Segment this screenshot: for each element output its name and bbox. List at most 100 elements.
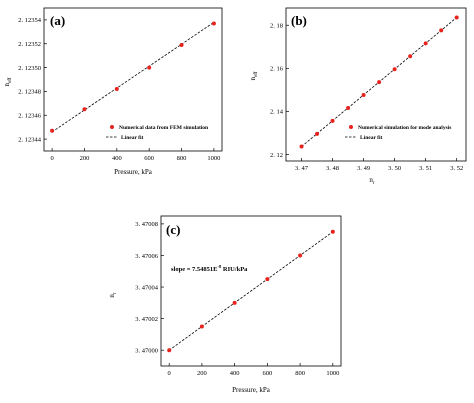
panel-c-x-tick-label: 0	[168, 370, 171, 377]
panel-c-x-tick-label: 400	[230, 370, 240, 377]
panel-c-label: (c)	[166, 222, 180, 237]
panel-b-legend-points-label: Numerical simulation for mode analysis	[358, 125, 451, 131]
panel-b-legend-line-label: Linear fit	[360, 135, 383, 141]
panel-a-y-axis-title: neff	[3, 77, 13, 86]
panel-a-x-tick-label: 1000	[207, 155, 220, 162]
panel-b-data-point	[299, 144, 304, 149]
panel-b-y-axis-title-sub: eff	[254, 71, 259, 77]
panel-b-data-point	[361, 93, 366, 98]
panel-c-data-point	[265, 277, 270, 282]
panel-b-data-point	[423, 41, 428, 46]
panel-b-legend: Numerical simulation for mode analysis L…	[345, 125, 451, 141]
panel-b-legend-point-marker	[349, 125, 353, 129]
panel-c-slope-annotation: slope = 7.54851E-8 RIU/kPa	[171, 264, 248, 273]
panel-c-y-tick-label: 3. 47006	[135, 253, 159, 260]
panel-c-data-point	[232, 300, 237, 305]
panel-c-x-tick-label: 800	[295, 370, 305, 377]
panel-b-x-tick-label: 3. 48	[326, 165, 339, 172]
panel-b-y-axis-title-main: n	[249, 76, 257, 80]
panel-c-x-axis-title: Pressure, kPa	[232, 386, 271, 394]
panel-a-y-tick-label: 2. 12354	[18, 17, 42, 24]
panel-c-slope-annotation-unit: RIU/kPa	[221, 266, 248, 273]
panel-b: (b) 3. 47 3. 48 3. 49 3. 50 3. 51 3. 52 2. 12…	[249, 7, 467, 186]
panel-a-y-axis-title-sub: eff	[8, 77, 13, 83]
panel-c-x-tick-label: 600	[262, 370, 272, 377]
panel-c-slope-annotation-exp: -8	[218, 264, 222, 269]
panel-b-y-axis-title: neff	[249, 71, 259, 80]
panel-c-data-point	[199, 324, 204, 329]
panel-a-legend-point-marker	[110, 125, 114, 129]
panel-a-legend-line-label: Linear fit	[121, 135, 144, 141]
panel-b-x-tick-label: 3. 49	[357, 165, 370, 172]
panel-b-data-point	[392, 67, 397, 72]
panel-c-y-axis-title: nr	[108, 292, 118, 298]
panel-a-x-tick-label: 0	[50, 155, 53, 162]
panel-a-y-tick-label: 2. 12346	[18, 113, 42, 120]
panel-a-y-tick-label: 2. 12344	[18, 136, 42, 143]
panel-b-data-point	[408, 54, 413, 59]
panel-b-y-tick-label: 2. 16	[270, 66, 284, 73]
panel-a-legend-points-label: Numerical data from FEM simulation	[119, 125, 208, 131]
panel-a-x-tick-label: 800	[177, 155, 187, 162]
panel-b-x-tick-label: 3. 52	[450, 165, 463, 172]
panel-c-slope-annotation-main: slope = 7.54851E	[171, 266, 218, 273]
panel-a-x-tick-label: 200	[80, 155, 90, 162]
panel-a-x-axis-title: Pressure, kPa	[114, 168, 153, 176]
panel-a-data-point	[50, 128, 55, 133]
panel-c-x-tick-label: 1000	[326, 370, 339, 377]
panel-c-y-axis-title-main: n	[108, 294, 116, 298]
panel-c-y-tick-label: 3. 47004	[135, 284, 159, 291]
panel-b-data-point	[439, 28, 444, 33]
panel-b-data-point	[377, 80, 382, 85]
panel-b-x-ticks: 3. 47 3. 48 3. 49 3. 50 3. 51 3. 52	[295, 158, 463, 172]
panel-c-y-tick-label: 3. 47002	[135, 316, 158, 323]
panel-c-data-point	[298, 253, 303, 258]
panel-a-x-ticks: 0 200 400 600 800 1000	[50, 148, 220, 162]
panel-b-x-tick-label: 3. 50	[388, 165, 401, 172]
panel-c-y-tick-label: 3. 47008	[135, 221, 158, 228]
panel-b-data-point	[315, 131, 320, 136]
panel-a-plot-frame	[43, 7, 223, 152]
panel-b-y-tick-label: 2. 14	[270, 109, 284, 116]
panel-c-x-tick-label: 200	[197, 370, 207, 377]
panel-b-x-axis-title-sub: r	[373, 181, 375, 186]
panel-b-y-tick-label: 2. 18	[270, 23, 283, 30]
panel-a-fit-line	[51, 21, 215, 133]
panel-a-y-tick-label: 2. 12350	[18, 65, 41, 72]
panel-a-y-tick-label: 2. 12348	[18, 89, 41, 96]
panel-b-x-axis-title: nr	[369, 176, 375, 186]
panel-c-plot-frame	[160, 215, 342, 367]
panel-c-data-point	[330, 229, 335, 234]
panel-c-y-ticks: 3. 47000 3. 47002 3. 47004 3. 47006 3. 47008	[135, 221, 164, 355]
panel-b-x-tick-label: 3. 51	[419, 165, 432, 172]
panel-b-y-tick-label: 2. 12	[270, 152, 283, 159]
panel-a-label: (a)	[50, 13, 65, 28]
panel-a-y-tick-label: 2. 12352	[18, 41, 41, 48]
panel-b-label: (b)	[291, 13, 307, 28]
panel-c-marks	[167, 229, 335, 353]
panel-c-data-point	[167, 348, 172, 353]
panel-b-plot-frame	[285, 7, 467, 162]
panel-a-legend: Numerical data from FEM simulation Linea…	[106, 125, 208, 141]
panel-a-data-point	[82, 107, 87, 112]
panel-b-data-point	[346, 105, 351, 110]
panel-a-data-point	[211, 21, 216, 26]
panel-b-y-ticks: 2. 12 2. 14 2. 16 2. 18	[270, 23, 289, 159]
panel-b-x-axis-title-main: n	[369, 176, 373, 184]
panel-b-marks	[299, 15, 459, 149]
panel-a-marks	[50, 21, 216, 133]
panel-b-data-point	[330, 118, 335, 123]
panel-a-x-tick-label: 600	[144, 155, 154, 162]
panel-c-x-ticks: 0 200 400 600 800 1000	[168, 363, 339, 377]
panel-a-x-tick-label: 400	[112, 155, 122, 162]
panel-c-y-axis-title-sub: r	[113, 292, 118, 294]
panel-a-data-point	[147, 65, 152, 70]
panel-a-y-ticks: 2. 12344 2. 12346 2. 12348 2. 12350 2. 12352…	[18, 17, 47, 143]
panel-c-fit-line	[168, 231, 334, 351]
panel-a-data-point	[179, 42, 184, 47]
panel-b-x-tick-label: 3. 47	[295, 165, 309, 172]
panel-a-data-point	[114, 87, 119, 92]
